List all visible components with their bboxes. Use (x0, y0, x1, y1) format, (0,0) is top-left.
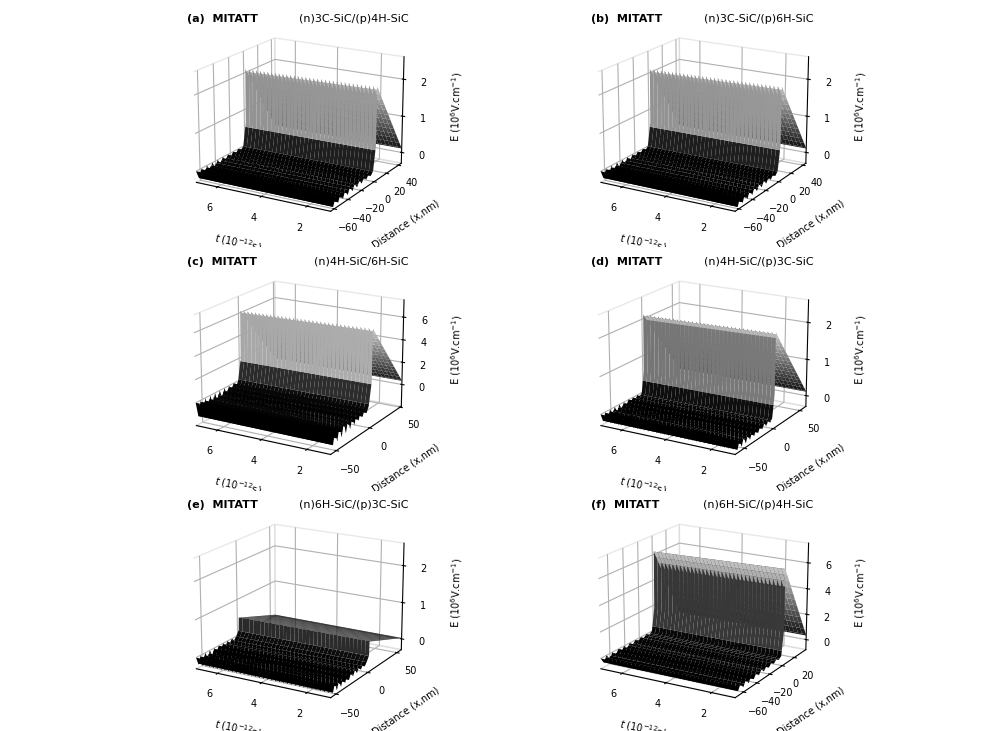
Text: (n)4H-SiC/6H-SiC: (n)4H-SiC/6H-SiC (314, 257, 409, 267)
Text: (c)  MITATT: (c) MITATT (187, 257, 257, 267)
Text: (n)6H-SiC/(p)4H-SiC: (n)6H-SiC/(p)4H-SiC (703, 500, 813, 510)
X-axis label: $t$ $(10^{-12}$s): $t$ $(10^{-12}$s) (618, 474, 668, 498)
Y-axis label: Distance (x,nm): Distance (x,nm) (371, 442, 442, 494)
Text: (n)6H-SiC/(p)3C-SiC: (n)6H-SiC/(p)3C-SiC (299, 500, 409, 510)
X-axis label: $t$ $(10^{-12}$s): $t$ $(10^{-12}$s) (618, 230, 668, 255)
Y-axis label: Distance (x,nm): Distance (x,nm) (371, 685, 442, 731)
X-axis label: $t$ $(10^{-12}$s): $t$ $(10^{-12}$s) (618, 716, 668, 731)
Y-axis label: Distance (x,nm): Distance (x,nm) (776, 442, 846, 494)
X-axis label: $t$ $(10^{-12}$s): $t$ $(10^{-12}$s) (213, 230, 263, 255)
Text: (n)3C-SiC/(p)6H-SiC: (n)3C-SiC/(p)6H-SiC (704, 14, 813, 23)
Text: (n)4H-SiC/(p)3C-SiC: (n)4H-SiC/(p)3C-SiC (704, 257, 813, 267)
X-axis label: $t$ $(10^{-12}$s): $t$ $(10^{-12}$s) (213, 716, 263, 731)
Y-axis label: Distance (x,nm): Distance (x,nm) (776, 199, 846, 251)
Y-axis label: Distance (x,nm): Distance (x,nm) (371, 199, 442, 251)
Text: (f)  MITATT: (f) MITATT (591, 500, 660, 510)
Text: (b)  MITATT: (b) MITATT (591, 14, 662, 23)
Text: (n)3C-SiC/(p)4H-SiC: (n)3C-SiC/(p)4H-SiC (299, 14, 409, 23)
Text: (d)  MITATT: (d) MITATT (591, 257, 662, 267)
Y-axis label: Distance (x,nm): Distance (x,nm) (776, 685, 846, 731)
X-axis label: $t$ $(10^{-12}$s): $t$ $(10^{-12}$s) (213, 474, 263, 498)
Text: (e)  MITATT: (e) MITATT (187, 500, 258, 510)
Text: (a)  MITATT: (a) MITATT (187, 14, 258, 23)
